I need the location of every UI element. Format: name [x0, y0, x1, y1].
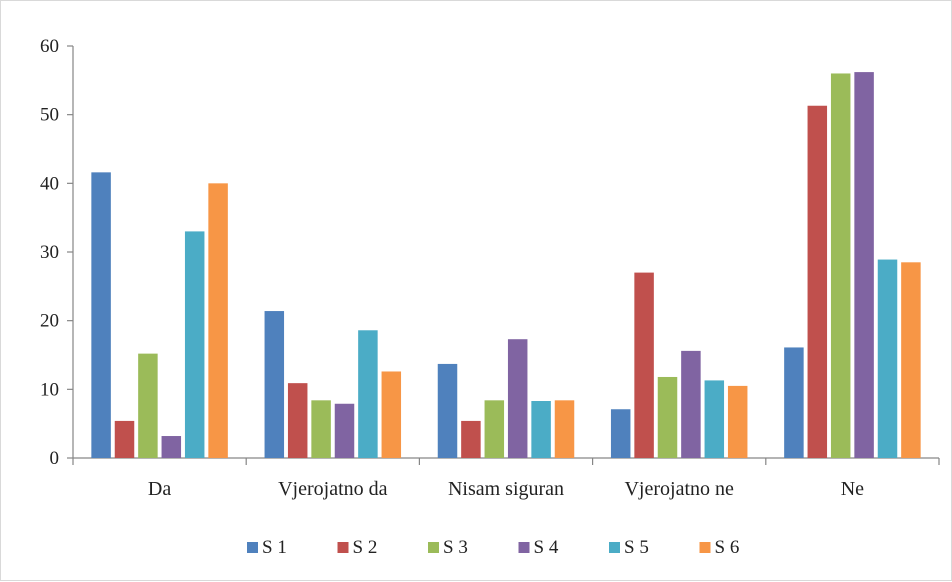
bar: [704, 380, 725, 458]
bar: [287, 383, 308, 458]
bars: [91, 72, 921, 459]
bar: [381, 371, 402, 458]
legend-swatch: [247, 542, 258, 553]
bar: [334, 403, 355, 458]
x-category-label: Da: [148, 478, 171, 500]
legend-label: S 5: [624, 537, 649, 558]
axes: 0 10 20 30 40 50 60 Da Vjerojatno da Nisam sigura…: [40, 36, 940, 500]
bar: [854, 72, 874, 459]
legend-swatch: [428, 542, 439, 553]
legend-swatch: [518, 542, 530, 553]
bar: [208, 183, 228, 459]
bar: [184, 231, 205, 458]
bar: [610, 409, 631, 458]
legend-label: S 6: [715, 537, 740, 558]
bar: [484, 400, 505, 458]
bar: [461, 420, 481, 458]
legend-label: S 2: [353, 537, 378, 558]
bar: [114, 420, 135, 458]
bar: [681, 350, 701, 458]
bar: [807, 105, 828, 459]
legend-swatch: [337, 542, 349, 553]
bar: [784, 347, 804, 458]
y-tick-label: 20: [40, 311, 59, 332]
bar: [507, 339, 528, 458]
bar: [91, 172, 111, 458]
y-tick-label: 50: [40, 105, 59, 126]
legend-swatch: [609, 542, 620, 553]
y-tick-label: 30: [40, 242, 59, 263]
x-category-label: Vjerojatno da: [278, 478, 388, 500]
legend-swatch: [699, 542, 711, 553]
bar: [161, 436, 182, 458]
bar: [877, 259, 898, 458]
legend-label: S 4: [534, 537, 559, 558]
bar: [554, 400, 575, 458]
bar: [727, 385, 748, 458]
legend-label: S 3: [443, 537, 468, 558]
bar: [830, 73, 851, 458]
bar: [358, 330, 378, 458]
legend-label: S 1: [262, 537, 287, 558]
bar: [437, 363, 458, 458]
bar: [264, 311, 285, 458]
x-category-label: Vjerojatno ne: [624, 478, 734, 500]
x-category-label: Ne: [841, 478, 864, 500]
bar: [901, 262, 921, 458]
legend: S 1 S 2 S 3 S 4 S 5 S 6: [247, 537, 739, 558]
x-category-label: Nisam siguran: [448, 478, 564, 500]
y-tick-label: 60: [40, 36, 59, 57]
y-tick-label: 10: [40, 379, 59, 400]
bar: [657, 376, 678, 458]
y-tick-label: 0: [50, 448, 60, 469]
bar: [311, 400, 331, 458]
bar: [138, 353, 158, 458]
bar: [531, 401, 551, 458]
y-tick-label: 40: [40, 173, 59, 194]
bar: [634, 272, 654, 458]
